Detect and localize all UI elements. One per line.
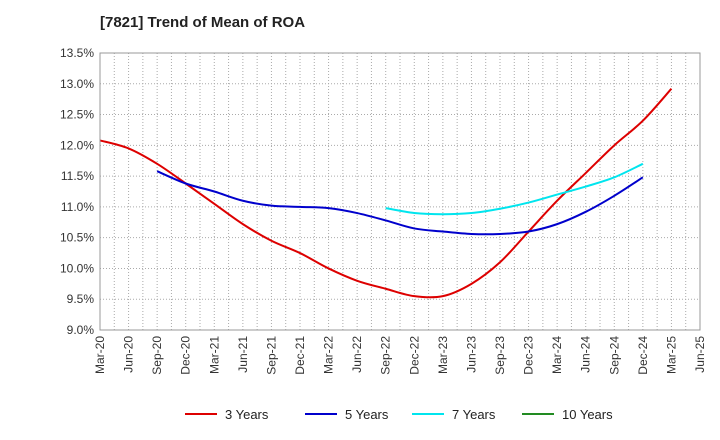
x-tick-label: Jun-23 — [464, 336, 478, 373]
y-axis-ticks: 9.0% 9.5% 10.0% 10.5% 11.0% 11.5% 12.0% 12.5% 13… — [60, 46, 94, 337]
y-tick-label: 13.5% — [60, 46, 94, 60]
x-tick-label: Jun-24 — [579, 336, 593, 373]
y-tick-label: 13.0% — [60, 77, 94, 91]
x-tick-label: Sep-23 — [493, 336, 507, 375]
y-tick-label: 12.5% — [60, 108, 94, 122]
legend: 3 Years 5 Years 7 Years 10 Years — [185, 407, 613, 422]
y-tick-label: 10.5% — [60, 231, 94, 245]
x-tick-label: Dec-23 — [522, 336, 536, 375]
y-tick-label: 11.5% — [61, 169, 94, 183]
x-tick-label: Mar-24 — [550, 336, 564, 374]
series-line-5-years — [156, 170, 644, 236]
x-tick-label: Sep-24 — [607, 336, 621, 375]
y-tick-label: 10.0% — [60, 261, 94, 275]
plot-area-border — [99, 52, 701, 331]
x-tick-label: Dec-21 — [293, 336, 307, 375]
y-tick-label: 9.0% — [67, 323, 95, 337]
legend-label: 3 Years — [225, 407, 269, 422]
x-tick-label: Jun-20 — [122, 336, 136, 373]
legend-label: 7 Years — [452, 407, 496, 422]
x-tick-label: Dec-20 — [179, 336, 193, 375]
legend-label: 10 Years — [562, 407, 613, 422]
legend-label: 5 Years — [345, 407, 389, 422]
x-tick-label: Sep-20 — [150, 336, 164, 375]
x-tick-label: Jun-21 — [236, 336, 250, 373]
x-tick-label: Mar-25 — [664, 336, 678, 374]
y-tick-label: 9.5% — [67, 292, 95, 306]
x-tick-label: Jun-25 — [693, 336, 707, 373]
x-tick-label: Sep-22 — [379, 336, 393, 375]
x-tick-label: Mar-20 — [93, 336, 107, 374]
series-lines — [99, 88, 673, 299]
y-tick-label: 12.0% — [60, 138, 94, 152]
x-tick-label: Jun-22 — [350, 336, 364, 373]
x-axis-ticks: Mar-20 Jun-20 Sep-20 Dec-20 Mar-21 Jun-21 Sep-… — [93, 336, 707, 375]
x-tick-label: Sep-21 — [264, 336, 278, 375]
series-line-3-years — [99, 88, 673, 299]
x-tick-label: Mar-22 — [322, 336, 336, 374]
series-line-7-years — [385, 162, 644, 216]
chart-title: [7821] Trend of Mean of ROA — [100, 14, 306, 31]
x-tick-label: Mar-21 — [207, 336, 221, 374]
grid-lines — [99, 52, 701, 331]
x-tick-label: Dec-24 — [636, 336, 650, 375]
x-tick-label: Mar-23 — [436, 336, 450, 374]
y-tick-label: 11.0% — [61, 200, 94, 214]
x-tick-label: Dec-22 — [407, 336, 421, 375]
